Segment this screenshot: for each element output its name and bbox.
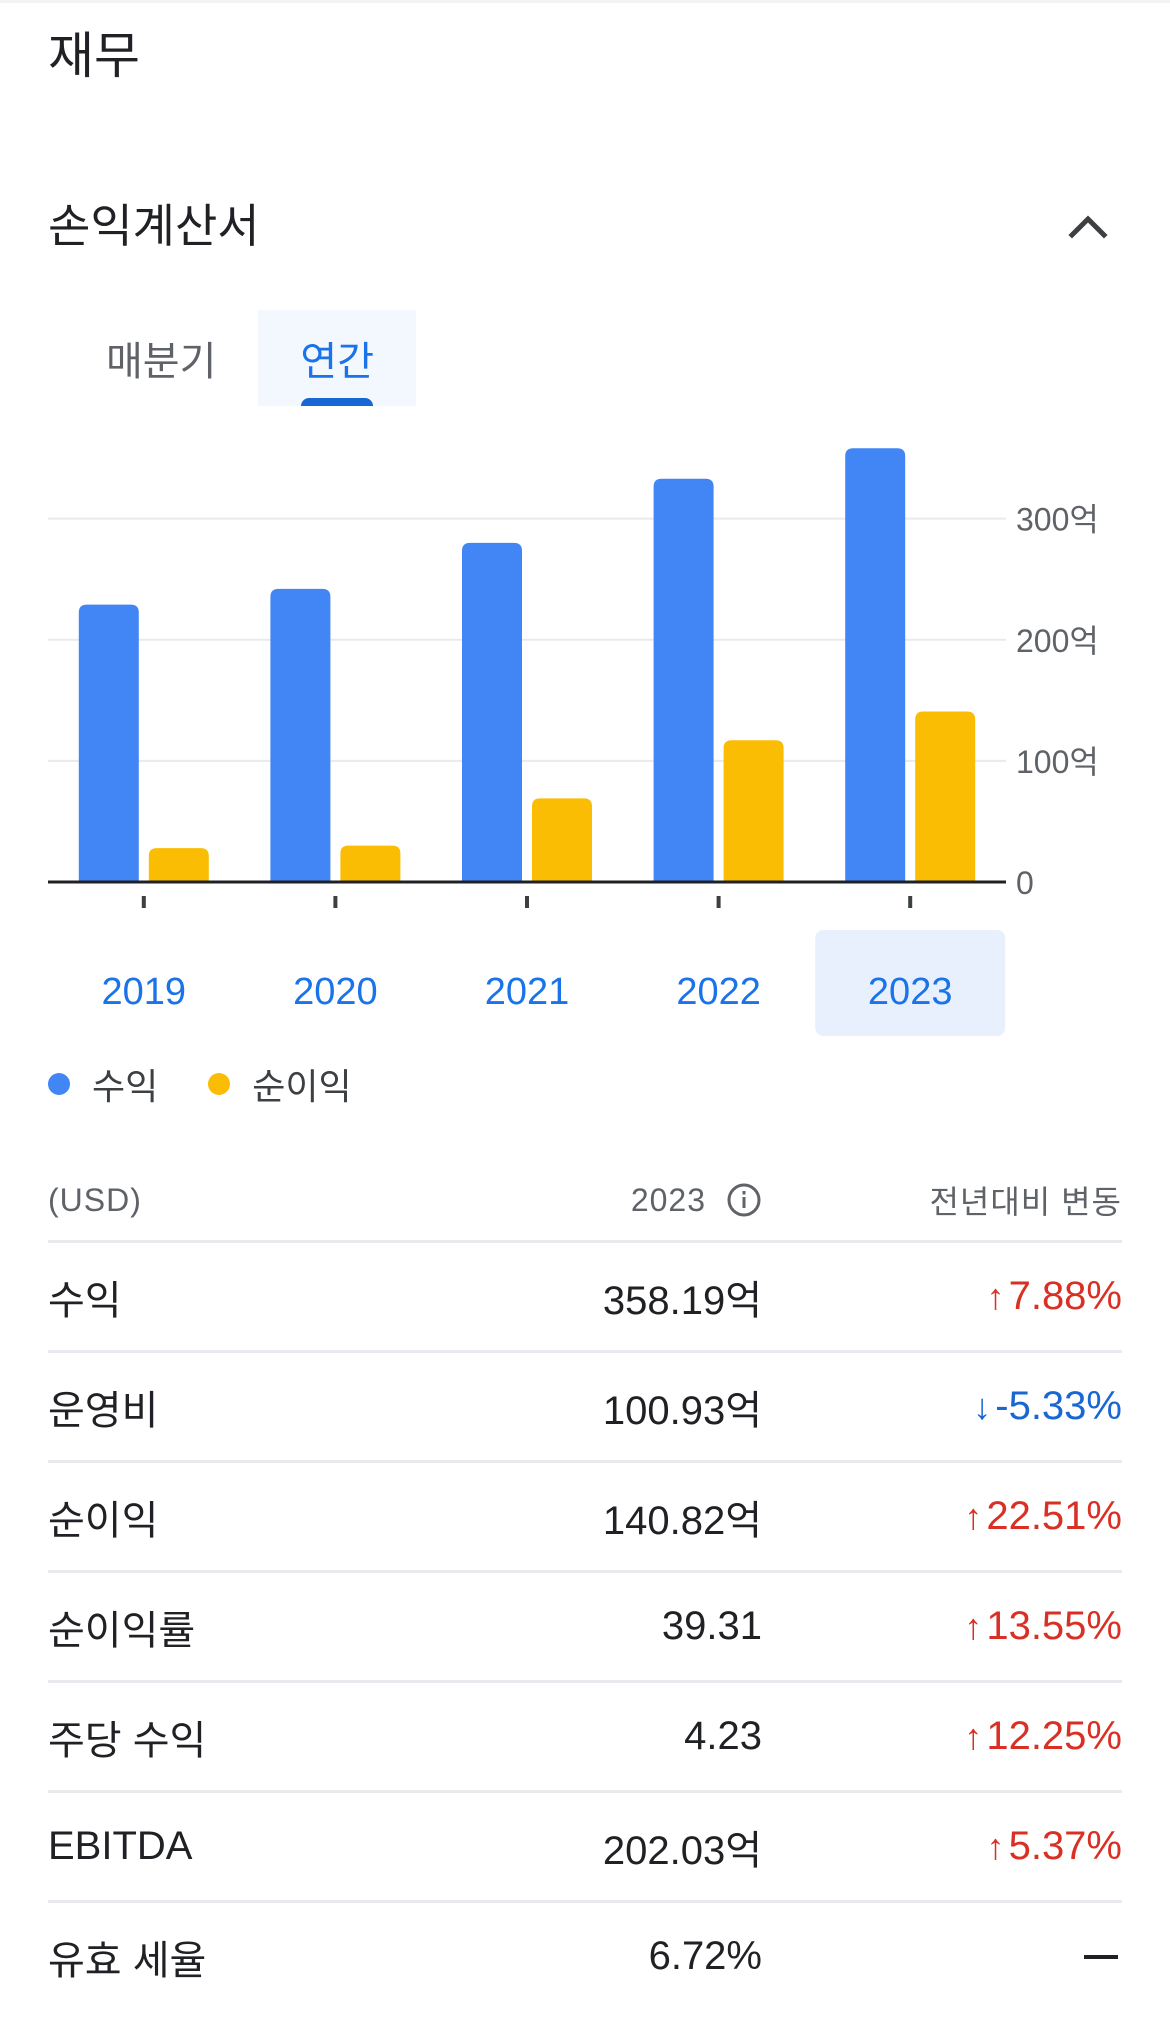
table-row: 수익 358.19억 ↑ 7.88% [48,1243,1122,1353]
table-row: 운영비 100.93억 ↓ -5.33% [48,1353,1122,1463]
row-value: 100.93억 [602,1388,762,1433]
income-chart: 0 100억 200억 300억 2019 2020 2021 2022 2023 [48,448,1099,1036]
arrow-down-icon: ↓ [973,1386,992,1427]
row-change-value: 5.37% [1008,1824,1122,1868]
row-label: 순이익률 [48,1608,196,1653]
bar-net-income [723,740,784,882]
row-change-cell: ↑ 22.51% [762,1494,1122,1539]
x-tick-mark [141,896,146,908]
bar-net-income [340,845,401,882]
table-header: (USD) 2023 전년대비 변동 [48,1160,1122,1243]
row-value: 6.72% [648,1934,762,1978]
x-tick-mark [716,896,721,908]
arrow-up-icon: ↑ [986,1276,1005,1317]
y-tick-label: 300억 [1016,502,1099,538]
row-change: ↑ 5.37% [987,1824,1122,1869]
legend-label-net-income: 순이익 [252,1066,352,1107]
top-divider [0,0,1170,3]
y-tick-label: 100억 [1016,744,1099,780]
row-label: 주당 수익 [48,1718,207,1763]
row-change-cell: ↑ 12.25% [762,1714,1122,1759]
collapse-button[interactable] [1058,198,1118,254]
legend-item-net-income: 순이익 [208,1058,352,1110]
table-row: 순이익률 39.31 ↑ 13.55% [48,1573,1122,1683]
x-tick-label[interactable]: 2020 [293,971,378,1013]
arrow-up-icon: ↑ [964,1606,983,1647]
row-change-value: 12.25% [986,1714,1122,1758]
bar-revenue [78,604,139,882]
bar-net-income [148,848,209,882]
table-row: 순이익 140.82억 ↑ 22.51% [48,1463,1122,1573]
tab-quarterly-label: 매분기 [106,340,217,384]
row-label: 수익 [48,1278,122,1323]
bar-revenue [462,542,522,882]
x-tick-label[interactable]: 2023 [868,971,953,1013]
bar-net-income [532,798,592,882]
info-icon[interactable] [726,1182,762,1218]
row-change-cell: ↑ 7.88% [762,1274,1122,1319]
row-value: 202.03억 [602,1828,762,1873]
arrow-up-icon: ↑ [986,1826,1005,1867]
table-row: 주당 수익 4.23 ↑ 12.25% [48,1683,1122,1793]
row-change: ↑ 7.88% [987,1274,1122,1319]
row-change-value: -5.33% [995,1384,1122,1428]
unit-label: (USD) [48,1181,142,1218]
row-change-cell [762,1954,1122,1959]
row-value: 140.82억 [602,1498,762,1543]
row-change-cell: ↑ 5.37% [762,1824,1122,1869]
x-tick-label[interactable]: 2022 [676,971,761,1013]
x-tick-label[interactable]: 2019 [102,971,187,1013]
tab-annual[interactable]: 연간 [258,310,417,406]
bar-revenue [270,588,331,882]
section-title: 손익계산서 [48,200,260,252]
x-tick-mark [908,896,913,908]
bar-revenue [653,478,714,882]
selected-year-highlight [815,930,1006,1036]
row-change: ↑ 12.25% [964,1714,1122,1759]
period-tabs: 매분기 연간 [64,310,417,406]
change-header: 전년대비 변동 [929,1184,1122,1220]
table-row: EBITDA 202.03억 ↑ 5.37% [48,1793,1122,1903]
y-tick-label: 0 [1016,865,1034,901]
table-body: 수익 358.19억 ↑ 7.88% 운영비 100.93억 ↓ -5.33% 순이익 140.8… [48,1243,1122,2010]
table-row: 유효 세율 6.72% [48,1903,1122,2010]
bar-revenue [845,448,906,882]
row-change-value: 7.88% [1008,1274,1122,1318]
active-tab-indicator [301,398,374,406]
y-tick-label: 200억 [1016,623,1099,659]
x-tick-mark [525,896,529,908]
bar-net-income [915,711,976,882]
arrow-up-icon: ↑ [964,1716,983,1757]
row-label: 순이익 [48,1498,159,1543]
chart-legend: 수익 순이익 [48,1058,402,1110]
row-change: ↓ -5.33% [973,1384,1122,1429]
legend-dot-revenue [48,1073,70,1095]
row-change: ↑ 22.51% [964,1494,1122,1539]
row-change: ↑ 13.55% [964,1604,1122,1649]
row-value: 4.23 [684,1714,762,1758]
row-value: 39.31 [661,1604,762,1648]
row-value: 358.19억 [602,1278,762,1323]
row-label: EBITDA [48,1824,193,1868]
legend-dot-net-income [208,1073,231,1095]
row-change-value: 22.51% [986,1494,1122,1538]
chevron-up-icon [1068,215,1108,239]
x-tick-label[interactable]: 2021 [485,971,570,1013]
row-label: 유효 세율 [48,1938,207,1983]
no-change-dash-icon [1084,1954,1118,1959]
page-title: 재무 [48,28,140,84]
year-header: 2023 [422,1182,762,1219]
row-label: 운영비 [48,1388,159,1433]
row-change-cell: ↓ -5.33% [762,1384,1122,1429]
row-change-cell: ↑ 13.55% [762,1604,1122,1649]
arrow-up-icon: ↑ [964,1496,983,1537]
x-tick-mark [333,896,338,908]
legend-label-revenue: 수익 [92,1066,159,1107]
tab-quarterly[interactable]: 매분기 [64,310,258,406]
tab-annual-label: 연간 [300,340,375,384]
year-header-label: 2023 [630,1181,706,1218]
legend-item-revenue: 수익 [48,1058,158,1110]
row-change-value: 13.55% [986,1604,1122,1648]
financials-table: (USD) 2023 전년대비 변동 수익 358.19억 ↑ 7.88% 운영비 100… [48,1160,1122,2010]
